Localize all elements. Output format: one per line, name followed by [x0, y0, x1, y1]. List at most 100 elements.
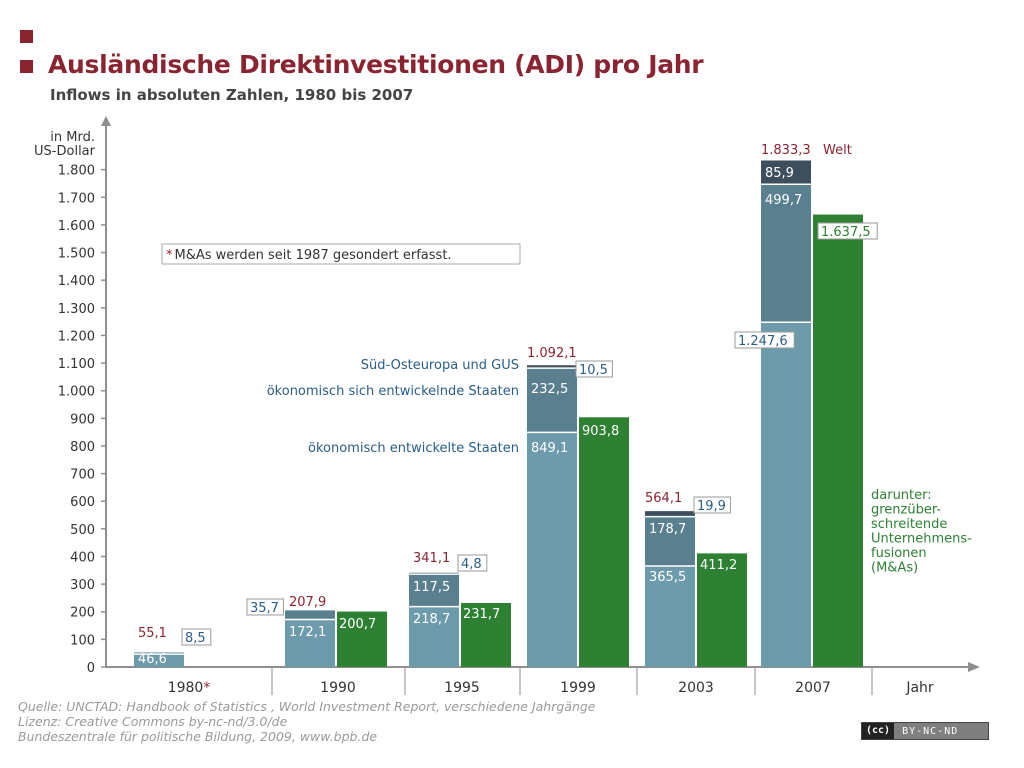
developed-value-label: 218,7 [413, 612, 450, 627]
developing-value-label-box [246, 598, 284, 616]
x-axis-arrow [968, 662, 980, 672]
y-tick-label: 1.400 [58, 274, 95, 289]
x-tick-label: 1990 [320, 680, 356, 696]
mna-legend-line: Unternehmens- [871, 532, 972, 547]
developing-value-label-box [181, 628, 212, 646]
mna-bar [461, 602, 511, 667]
title-bullet [20, 60, 33, 73]
mna-legend-line: fusionen [871, 546, 927, 561]
bar-segment [527, 365, 577, 369]
mna-bar [813, 214, 863, 667]
bar-segment [527, 432, 577, 667]
developing-value-label: 35,7 [250, 601, 279, 616]
x-axis-label: Jahr [905, 680, 934, 696]
license-line: Lizenz: Creative Commons by-nc-nd/3.0/de [18, 714, 288, 729]
y-tick-label: 1.500 [58, 247, 95, 262]
series-label-developed: ökonomisch entwickelte Staaten [308, 441, 519, 456]
bar-segment [645, 516, 695, 567]
see-value-label: 85,9 [765, 166, 794, 181]
y-tick-label: 100 [70, 633, 95, 648]
series-label-see: Süd-Osteuropa und GUS [361, 358, 519, 373]
bar-segment [409, 574, 459, 607]
bar-segment [285, 619, 335, 667]
mna-legend-line: schreitende [871, 517, 947, 532]
y-axis-arrow [101, 116, 111, 126]
bar-segment [285, 609, 335, 620]
mna-value-label-box [817, 222, 878, 240]
developed-value-label: 365,5 [649, 570, 686, 585]
developed-value-label: 1.247,6 [738, 334, 788, 349]
mna-legend-line: (M&As) [871, 561, 918, 576]
x-tick-label: 2003 [678, 680, 714, 696]
source-note: Quelle: UNCTAD: Handbook of Statistics ,… [18, 699, 596, 744]
note-box [161, 243, 521, 265]
y-tick-label: 900 [70, 412, 95, 427]
bar-segment [134, 651, 184, 655]
developing-value-label: 178,7 [649, 522, 686, 537]
total-value-label: 55,1 [138, 626, 167, 641]
mna-bar [579, 417, 629, 667]
developed-value-label: 172,1 [289, 625, 326, 640]
chart-title: Ausländische Direktinvestitionen (ADI) p… [48, 50, 704, 79]
mna-bar [337, 611, 387, 667]
see-value-label: 4,8 [461, 557, 482, 572]
developed-value-label: 46,6 [138, 652, 167, 667]
y-tick-label: 1.000 [58, 385, 95, 400]
note-text: * M&As werden seit 1987 gesondert erfasst… [166, 248, 452, 263]
x-tick-label: 1995 [444, 680, 480, 696]
y-tick-label: 1.700 [58, 191, 95, 206]
see-value-label-box [693, 496, 731, 514]
y-tick-label: 1.100 [58, 357, 95, 372]
y-tick-label: 1.600 [58, 219, 95, 234]
bar-segment [645, 511, 695, 517]
mna-bar [697, 553, 747, 667]
y-axis-label: in Mrd. [50, 130, 95, 145]
bar-segment [761, 184, 811, 323]
bar-segment [645, 566, 695, 667]
total-value-label: 341,1 [413, 551, 450, 566]
y-tick-label: 700 [70, 468, 95, 483]
mna-value-label: 411,2 [700, 558, 737, 573]
source-line: Quelle: UNCTAD: Handbook of Statistics ,… [18, 699, 596, 714]
y-tick-label: 0 [87, 661, 95, 676]
bar-segment [527, 368, 577, 433]
bar-segment [409, 606, 459, 667]
bar-segment [761, 322, 811, 667]
developed-value-label-box [734, 331, 795, 349]
y-tick-label: 1.200 [58, 329, 95, 344]
x-tick-label: 2007 [795, 680, 831, 696]
series-label-developing: ökonomisch sich entwickelnde Staaten [267, 384, 519, 399]
mna-legend-line: darunter: [871, 488, 932, 503]
see-value-label-box [457, 554, 488, 572]
bar-segment [134, 654, 184, 667]
mna-value-label: 200,7 [339, 617, 376, 632]
y-tick-label: 500 [70, 523, 95, 538]
bar-chart: in Mrd.US-Dollar 0 100 200 300 400 500 600 700 80… [34, 116, 980, 696]
y-tick-label: 1.800 [58, 164, 95, 179]
y-tick-label: 800 [70, 440, 95, 455]
mna-value-label: 231,7 [463, 607, 500, 622]
developing-value-label: 8,5 [185, 631, 206, 646]
total-series-label: Welt [823, 143, 852, 158]
mna-legend-line: grenzüber- [871, 503, 941, 518]
x-tick-label: 1999 [560, 680, 596, 696]
license-text: BY-NC-ND [902, 725, 959, 737]
see-value-label: 19,9 [697, 499, 726, 514]
developing-value-label: 232,5 [531, 382, 568, 397]
creative-commons-badge[interactable]: (cc) BY-NC-ND [861, 722, 989, 740]
y-tick-label: 400 [70, 550, 95, 565]
total-value-label: 1.092,1 [527, 346, 577, 361]
mna-value-label: 903,8 [582, 424, 619, 439]
developing-value-label: 499,7 [765, 193, 802, 208]
total-value-label: 564,1 [645, 491, 682, 506]
cc-icon: (cc) [862, 723, 895, 739]
bar-segment [761, 160, 811, 185]
chart-subtitle: Inflows in absoluten Zahlen, 1980 bis 20… [50, 86, 414, 104]
y-tick-label: 300 [70, 578, 95, 593]
see-value-label-box [575, 360, 613, 378]
y-axis-label: US-Dollar [34, 144, 96, 159]
see-value-label: 10,5 [579, 363, 608, 378]
publisher-line: Bundeszentrale für politische Bildung, 2… [18, 729, 378, 744]
y-tick-label: 1.300 [58, 302, 95, 317]
title-bullet-small [20, 30, 33, 43]
